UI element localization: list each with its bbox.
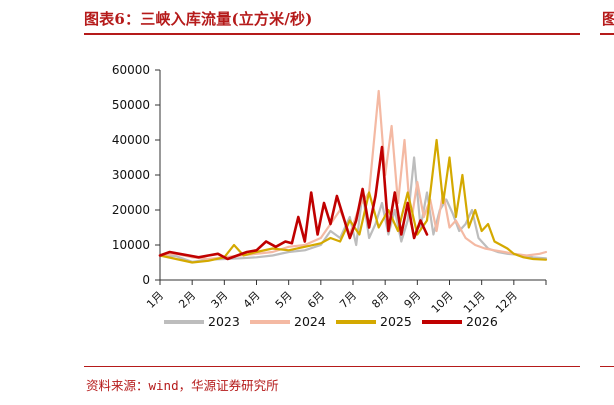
month-label: 8月 <box>369 289 391 311</box>
source-rule <box>84 366 580 367</box>
legend-label-2023: 2023 <box>208 314 240 329</box>
legend-label-2026: 2026 <box>466 314 498 329</box>
chart-title: 图表6：三峡入库流量(立方米/秒) <box>84 10 313 28</box>
legend-label-2024: 2024 <box>294 314 326 329</box>
month-label: 11月 <box>461 289 488 316</box>
source-note: 资料来源：wind，华源证券研究所 <box>86 378 279 393</box>
series-line-2025 <box>158 138 548 264</box>
month-label: 4月 <box>241 289 263 311</box>
series-layer <box>158 89 548 264</box>
y-tick-label: 40000 <box>112 133 150 147</box>
month-label: 3月 <box>209 289 231 311</box>
legend: 2023 2024 2025 2026 <box>164 314 498 329</box>
next-figure-source-rule <box>600 366 614 367</box>
month-label: 5月 <box>273 289 295 311</box>
month-label: 1月 <box>144 289 166 311</box>
title-rule <box>84 33 580 35</box>
month-label: 6月 <box>305 289 327 311</box>
line-chart: 0 10000 20000 30000 40000 50000 60000 1月 2月 3月 4月 5… <box>112 63 548 329</box>
series-line-2024 <box>158 89 548 261</box>
y-tick-label: 10000 <box>112 238 150 252</box>
legend-label-2025: 2025 <box>380 314 412 329</box>
series-line-2023 <box>158 156 548 263</box>
month-label: 7月 <box>337 289 359 311</box>
month-label: 2月 <box>176 289 198 311</box>
series-line-2026 <box>158 145 429 261</box>
y-tick-label: 20000 <box>112 203 150 217</box>
y-tick-label: 30000 <box>112 168 150 182</box>
month-label: 12月 <box>493 289 520 316</box>
month-label: 9月 <box>402 289 424 311</box>
axes: 0 10000 20000 30000 40000 50000 60000 1月 2月 3月 4月 5… <box>112 63 547 316</box>
next-figure-title-rule <box>600 33 614 35</box>
y-tick-label: 50000 <box>112 98 150 112</box>
y-tick-label: 60000 <box>112 63 150 77</box>
y-tick-label: 0 <box>142 273 150 287</box>
month-label: 10月 <box>429 289 456 316</box>
next-figure-title-fragment: 图 <box>602 10 614 28</box>
